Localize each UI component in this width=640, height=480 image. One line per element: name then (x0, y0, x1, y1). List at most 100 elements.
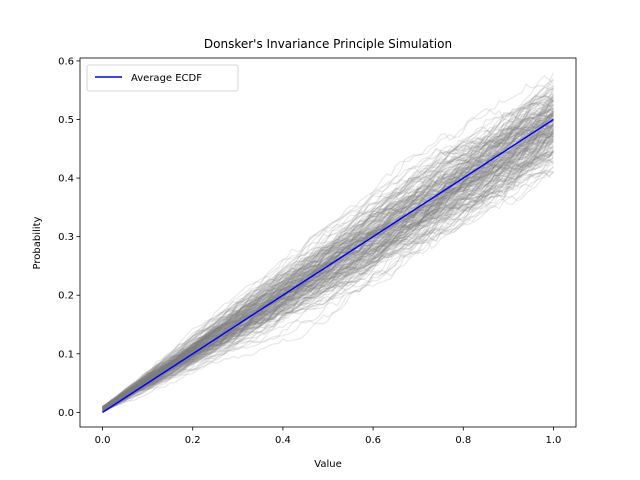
simulated-ecdf-line (102, 123, 554, 412)
simulated-ecdf-line (102, 123, 554, 411)
legend-box (86, 64, 239, 92)
simulated-ecdf-line (102, 115, 554, 408)
simulated-ecdf-line (102, 124, 554, 411)
simulated-ecdf-line (102, 146, 554, 410)
simulated-ecdf-line (102, 111, 554, 413)
simulated-ecdf-line (102, 136, 554, 413)
x-tick-label: 0.4 (275, 435, 291, 446)
average-ecdf-layer (102, 118, 554, 413)
x-tick-label: 0.6 (365, 435, 381, 446)
simulated-ecdf-line (102, 94, 554, 408)
simulated-ecdf-line (102, 166, 554, 411)
simulated-ecdf-line (102, 110, 554, 409)
simulated-ecdf-line (102, 79, 554, 410)
simulated-ecdf-line (102, 117, 554, 408)
simulated-ecdf-line (102, 141, 554, 413)
simulated-ecdf-line (102, 114, 554, 411)
simulated-ecdf-line (102, 72, 554, 411)
simulated-ecdf-line (102, 124, 554, 409)
simulated-ecdf-line (102, 138, 554, 410)
simulated-ecdf-line (102, 150, 554, 410)
simulated-ecdf-line (102, 132, 554, 410)
average-ecdf-line (102, 118, 554, 413)
simulated-ecdf-line (102, 124, 554, 412)
simulated-ecdf-line (102, 106, 554, 409)
simulated-ecdf-line (102, 104, 554, 411)
simulated-ecdf-line (102, 128, 554, 410)
simulated-ecdf-line (102, 99, 554, 412)
simulated-ecdf-line (102, 121, 554, 413)
simulated-ecdf-line (102, 132, 554, 411)
simulated-ecdf-line (102, 122, 554, 413)
simulated-ecdf-line (102, 128, 554, 409)
simulated-ecdf-line (102, 118, 554, 413)
simulated-ecdf-line (102, 131, 554, 411)
simulated-ecdf-line (102, 97, 554, 408)
simulated-ecdf-line (102, 110, 554, 409)
simulated-ecdf-line (102, 107, 554, 409)
simulated-ecdf-line (102, 137, 554, 411)
simulated-ecdf-line (102, 75, 554, 411)
simulated-ecdf-line (102, 92, 554, 410)
simulated-ecdf-line (102, 160, 554, 412)
simulated-ecdf-line (102, 88, 554, 411)
simulated-ecdf-line (102, 123, 554, 412)
y-tick-label: 0.3 (58, 232, 74, 243)
simulated-ecdf-line (102, 146, 554, 412)
simulated-ecdf-line (102, 103, 554, 412)
simulated-ecdf-line (102, 113, 554, 408)
simulated-ecdf-line (102, 132, 554, 410)
simulated-ecdf-line (102, 121, 554, 413)
simulated-ecdf-line (102, 85, 554, 410)
y-axis-ticks: 0.0 0.1 0.2 0.3 0.4 0.5 0.6 (58, 56, 80, 419)
simulated-ecdf-line (102, 107, 554, 413)
simulated-ecdf-line (102, 148, 554, 412)
simulated-ecdf-line (102, 159, 554, 413)
simulated-ecdf-line (102, 122, 554, 410)
simulated-ecdf-line (102, 138, 554, 408)
simulated-ecdf-line (102, 133, 554, 412)
simulated-ecdf-line (102, 140, 554, 413)
plot-lines (102, 72, 555, 413)
simulated-ecdf-line (102, 134, 554, 411)
y-tick-label: 0.0 (58, 408, 74, 419)
simulated-ecdf-line (102, 122, 554, 409)
simulated-ecdf-line (102, 112, 554, 409)
simulated-ecdf-line (102, 98, 554, 410)
chart-title: Donsker's Invariance Principle Simulatio… (204, 37, 452, 51)
simulated-ecdf-line (102, 97, 554, 410)
simulated-ecdf-line (102, 96, 554, 409)
simulated-ecdf-line (102, 130, 554, 411)
simulated-ecdf-line (102, 119, 554, 408)
simulated-ecdf-line (102, 129, 554, 412)
simulated-ecdf-line (102, 109, 554, 408)
simulated-ecdf-line (102, 126, 554, 412)
simulated-ecdf-line (102, 94, 554, 408)
simulated-ecdf-line (102, 122, 554, 410)
legend: Average ECDF (86, 64, 239, 92)
simulated-ecdf-line (102, 115, 554, 413)
simulated-ecdf-line (102, 111, 554, 412)
x-tick-label: 0.8 (455, 435, 471, 446)
simulated-ecdf-line (102, 141, 554, 409)
simulated-ecdf-line (102, 122, 554, 409)
simulated-ecdf-line (102, 135, 554, 411)
simulated-ecdf-line (102, 171, 554, 410)
simulated-ecdf-line (102, 111, 554, 410)
simulated-ecdf-line (102, 117, 554, 409)
simulated-ecdf-line (102, 127, 554, 409)
simulated-ecdf-line (102, 151, 554, 411)
simulated-ecdf-line (102, 130, 554, 409)
simulated-ecdf-line (102, 120, 554, 409)
simulated-ecdf-line (102, 124, 554, 412)
y-tick-label: 0.1 (58, 349, 74, 360)
simulated-ecdf-line (102, 120, 554, 412)
simulated-ecdf-line (102, 135, 554, 410)
simulated-ecdf-line (102, 171, 554, 413)
x-tick-label: 0.2 (185, 435, 201, 446)
y-tick-label: 0.2 (58, 291, 74, 302)
simulated-ecdf-line (102, 129, 554, 413)
simulated-ecdf-line (102, 133, 554, 409)
x-tick-label: 0.0 (95, 435, 111, 446)
simulated-ecdf-line (102, 124, 554, 411)
